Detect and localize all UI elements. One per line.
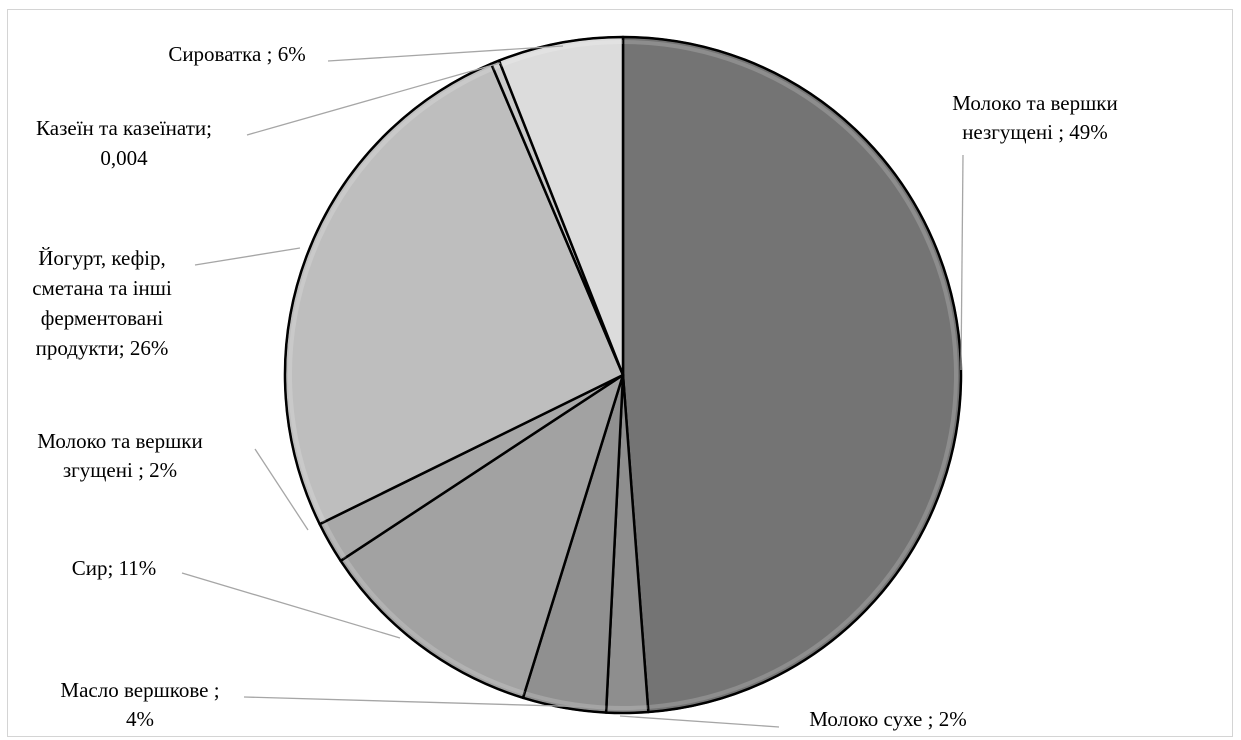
data-label: Молоко сухе ; 2% — [809, 707, 966, 731]
pie-slice-rim — [343, 556, 526, 695]
data-label-line: незгущені ; 49% — [962, 120, 1108, 144]
pie-slice-rim — [500, 40, 624, 68]
data-label-line: сметана та інші — [32, 276, 172, 300]
leader-line — [619, 715, 780, 728]
data-label: Масло вершкове ; 4% — [60, 678, 219, 731]
leader-lines — [181, 45, 964, 728]
pie-slice-rim — [288, 66, 494, 523]
leader-line — [246, 62, 501, 136]
data-label: Сир; 11% — [72, 556, 157, 580]
leader-line — [960, 154, 964, 371]
leader-line — [194, 247, 301, 266]
data-label-line: ферментовані — [41, 306, 164, 330]
pie-slice-rim — [523, 691, 607, 710]
leader-line — [243, 696, 595, 708]
data-label-line: Казеїн та казеїнати; — [36, 116, 212, 140]
data-label: Йогурт, кефір, сметана та інші ферментован… — [32, 246, 172, 360]
pie-slice-rim — [606, 705, 649, 710]
leader-line — [254, 448, 309, 531]
data-label-line: Масло вершкове ; — [60, 678, 219, 702]
pie-slices — [283, 35, 963, 715]
pie-outline — [284, 36, 962, 714]
data-label-line: 0,004 — [100, 146, 148, 170]
data-label-line: Йогурт, кефір, — [38, 246, 166, 270]
leader-line — [327, 45, 564, 62]
data-label: Казеїн та казеїнати; 0,004 — [36, 116, 212, 170]
pie-slice — [621, 35, 963, 714]
data-label-line: Молоко сухе ; 2% — [809, 707, 966, 731]
data-label-line: Сир; 11% — [72, 556, 157, 580]
data-label-line: згущені ; 2% — [63, 458, 177, 482]
pie-slice-rim — [622, 40, 958, 710]
data-labels: Молоко та вершки незгущені ; 49% Молоко су… — [32, 42, 1118, 731]
data-label-line: Сироватка ; 6% — [168, 42, 305, 66]
data-label-line: 4% — [126, 707, 154, 731]
leader-line — [181, 572, 401, 639]
data-label: Молоко та вершки незгущені ; 49% — [952, 91, 1117, 144]
data-label-line: Молоко та вершки — [952, 91, 1117, 115]
data-label-line: продукти; 26% — [36, 336, 169, 360]
data-label: Сироватка ; 6% — [168, 42, 305, 66]
data-label: Молоко та вершки згущені ; 2% — [37, 429, 202, 482]
data-label-line: Молоко та вершки — [37, 429, 202, 453]
